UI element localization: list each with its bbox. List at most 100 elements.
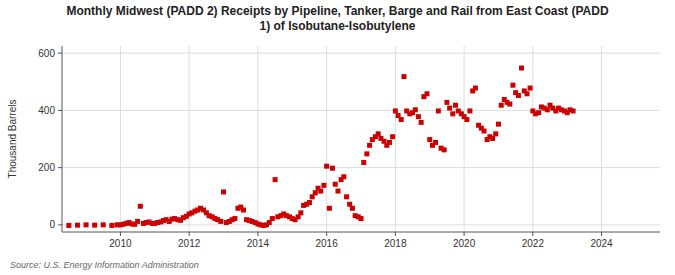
point xyxy=(496,122,501,127)
point xyxy=(367,143,372,148)
x-tick xyxy=(464,232,465,236)
point xyxy=(330,166,335,171)
grid-line-x xyxy=(257,46,258,232)
point xyxy=(270,216,275,221)
point xyxy=(424,91,429,96)
y-tick xyxy=(58,53,62,54)
x-tick xyxy=(395,232,396,236)
grid-line-x xyxy=(189,46,190,232)
point xyxy=(232,216,237,221)
grid-line-x xyxy=(464,46,465,232)
y-axis-line xyxy=(62,46,63,232)
point xyxy=(313,190,318,195)
x-tick xyxy=(189,232,190,236)
x-tick xyxy=(257,232,258,236)
point xyxy=(241,207,246,212)
point xyxy=(516,93,521,98)
x-tick xyxy=(601,232,602,236)
y-tick xyxy=(58,167,62,168)
point xyxy=(499,103,504,108)
point xyxy=(571,108,576,113)
x-tick-label: 2018 xyxy=(384,238,407,249)
point xyxy=(450,111,455,116)
y-tick-label: 400 xyxy=(38,105,55,116)
point xyxy=(92,223,97,228)
point xyxy=(447,106,452,111)
point xyxy=(307,200,312,205)
chart: 2010201220142016201820202022202402004006… xyxy=(0,0,675,275)
point xyxy=(318,189,323,194)
point xyxy=(218,219,223,224)
y-tick xyxy=(58,110,62,111)
x-tick-label: 2010 xyxy=(109,238,132,249)
point xyxy=(359,216,364,221)
y-tick-label: 0 xyxy=(49,219,55,230)
point xyxy=(416,114,421,119)
x-tick-label: 2012 xyxy=(178,238,201,249)
grid-line-y xyxy=(62,167,660,168)
point xyxy=(333,182,338,187)
point xyxy=(524,91,529,96)
point xyxy=(545,107,550,112)
grid-line-x xyxy=(532,46,533,232)
point xyxy=(536,110,541,115)
x-tick xyxy=(120,232,121,236)
x-tick-label: 2024 xyxy=(590,238,613,249)
x-tick-label: 2014 xyxy=(247,238,270,249)
point xyxy=(419,120,424,125)
point xyxy=(510,83,515,88)
point xyxy=(390,134,395,139)
point xyxy=(507,102,512,107)
point xyxy=(436,108,441,113)
point xyxy=(401,74,406,79)
point xyxy=(482,128,487,133)
point xyxy=(344,194,349,199)
point xyxy=(490,136,495,141)
point xyxy=(399,117,404,122)
y-axis-label: Thousand Barrels xyxy=(7,100,18,179)
point xyxy=(427,137,432,142)
point xyxy=(444,100,449,105)
point xyxy=(519,66,524,71)
source-note: Source: U.S. Energy Information Administ… xyxy=(10,260,199,270)
grid-line-y xyxy=(62,53,660,54)
grid-line-x xyxy=(326,46,327,232)
point xyxy=(273,177,278,182)
point xyxy=(75,223,80,228)
point xyxy=(528,86,533,91)
point xyxy=(66,223,71,228)
point xyxy=(493,131,498,136)
point xyxy=(467,108,472,113)
point xyxy=(341,174,346,179)
x-tick-label: 2022 xyxy=(522,238,545,249)
x-axis-line xyxy=(62,232,660,233)
point xyxy=(135,219,140,224)
point xyxy=(387,140,392,145)
point xyxy=(221,189,226,194)
point xyxy=(464,117,469,122)
ticks: 2010201220142016201820202022202402004006… xyxy=(38,48,613,249)
x-tick-label: 2016 xyxy=(316,238,339,249)
point xyxy=(321,183,326,188)
grid-line-x xyxy=(601,46,602,232)
point xyxy=(453,103,458,108)
grid-line-x xyxy=(120,46,121,232)
x-tick-label: 2020 xyxy=(453,238,476,249)
point xyxy=(101,222,106,227)
point xyxy=(350,206,355,211)
point xyxy=(473,86,478,91)
point xyxy=(324,164,329,169)
point xyxy=(413,107,418,112)
point xyxy=(433,140,438,145)
x-tick xyxy=(532,232,533,236)
grid xyxy=(62,46,660,232)
points xyxy=(66,66,575,228)
y-tick-label: 200 xyxy=(38,162,55,173)
point xyxy=(364,151,369,156)
point xyxy=(109,223,114,228)
point xyxy=(298,210,303,215)
point xyxy=(442,147,447,152)
point xyxy=(376,131,381,136)
x-tick xyxy=(326,232,327,236)
point xyxy=(84,222,89,227)
